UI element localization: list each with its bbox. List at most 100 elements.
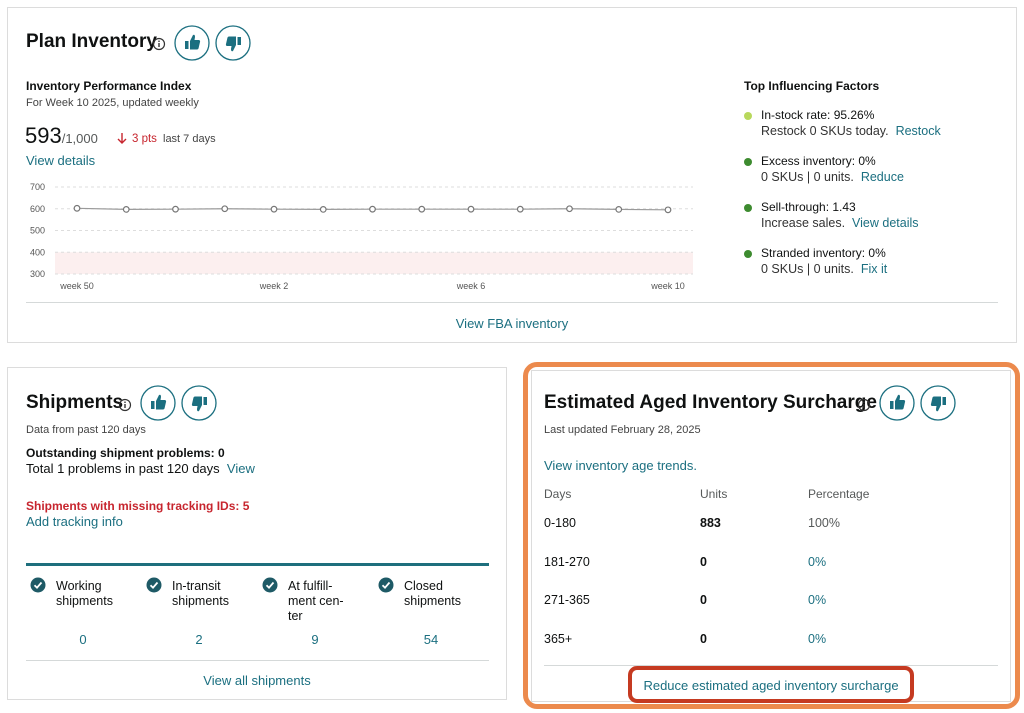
data-point — [221, 205, 229, 213]
factor-link[interactable]: View details — [852, 216, 919, 230]
shaded-range — [55, 252, 693, 274]
status-dot — [744, 158, 752, 166]
check-icon — [262, 577, 278, 593]
shipments-card — [7, 367, 507, 700]
highlight-frame — [523, 362, 1020, 709]
ipi-score: 593/1,000 — [25, 123, 98, 152]
check-icon — [146, 577, 162, 593]
problems-title: Outstanding shipment problems: 0 — [26, 446, 225, 460]
factor-link[interactable]: Reduce — [860, 170, 904, 184]
table-days: 365+ — [544, 632, 573, 647]
feedback-buttons[interactable] — [878, 384, 960, 424]
status-dot — [744, 250, 752, 258]
x-tick-label: week 50 — [59, 281, 94, 291]
factor-link[interactable]: Fix it — [860, 262, 888, 276]
y-tick-label: 700 — [30, 182, 45, 192]
thumbs-down[interactable] — [920, 385, 956, 421]
reduce-surcharge-link[interactable]: Reduce estimated aged inventory surcharg… — [643, 678, 899, 693]
table-days: 181-270 — [544, 554, 590, 569]
feedback-buttons[interactable] — [173, 24, 255, 64]
thumbs-up[interactable] — [879, 385, 915, 421]
view-fba-link[interactable]: View FBA inventory — [455, 316, 569, 331]
factor-detail: Increase sales. — [761, 216, 846, 230]
info-icon[interactable] — [118, 398, 132, 412]
status-dot — [744, 204, 752, 212]
table-units: 0 — [700, 554, 707, 569]
card-title: Plan Inventory — [26, 31, 157, 52]
y-tick-label: 500 — [30, 226, 45, 236]
view-details-link[interactable]: View details — [26, 153, 96, 168]
table-percentage[interactable]: 0% — [808, 593, 827, 608]
ipi-change: 3 pts — [132, 133, 157, 145]
add-tracking-link[interactable]: Add tracking info — [26, 514, 123, 529]
status-count[interactable]: 54 — [423, 632, 439, 647]
highlight-box — [628, 666, 914, 703]
factor-detail: Restock 0 SKUs today. — [761, 124, 889, 138]
factor-detail: 0 SKUs | 0 units. — [761, 262, 854, 276]
table-days: 271-365 — [544, 593, 590, 608]
factor-title: Sell-through: 1.43 — [761, 200, 856, 214]
factor-detail-line: 0 SKUs | 0 units. Fix it — [761, 261, 887, 277]
data-point — [418, 205, 426, 213]
table-percentage[interactable]: 0% — [808, 554, 827, 569]
data-point — [615, 206, 623, 213]
data-point — [319, 206, 327, 213]
factor-detail: 0 SKUs | 0 units. — [761, 170, 854, 184]
factor-detail-line: 0 SKUs | 0 units. Reduce — [761, 169, 904, 185]
table-units: 0 — [700, 632, 707, 647]
thumbs-down[interactable] — [215, 25, 251, 61]
ipi-change-period: last 7 days — [163, 133, 216, 145]
thumbs-up[interactable] — [140, 385, 176, 421]
status-count[interactable]: 9 — [311, 632, 319, 647]
data-point — [270, 205, 278, 213]
divider — [26, 660, 489, 661]
card-title: Estimated Aged Inventory Surcharge — [544, 392, 877, 413]
info-icon[interactable] — [857, 398, 871, 412]
factor-link[interactable]: Restock — [895, 124, 941, 138]
problems-detail: Total 1 problems in past 120 days — [26, 461, 220, 476]
trends-link[interactable]: View inventory age trends. — [544, 458, 697, 473]
problems-view-link[interactable]: View — [226, 461, 255, 476]
table-units: 0 — [700, 593, 707, 608]
factor-title: Excess inventory: 0% — [761, 154, 876, 168]
feedback-buttons[interactable] — [139, 384, 221, 424]
ipi-subtitle: For Week 10 2025, updated weekly — [26, 97, 199, 109]
status-label: At fulfill-ment cen-ter — [288, 579, 344, 623]
ipi-chart: 300 400 500 600 700 week 50 week 2 week 6 week 1… — [30, 182, 693, 291]
info-icon[interactable] — [152, 37, 166, 51]
table-header: Units — [700, 487, 728, 501]
thumbs-down[interactable] — [181, 385, 217, 421]
plan-inventory-card — [7, 7, 1017, 343]
divider — [544, 665, 998, 666]
thumbs-up[interactable] — [174, 25, 210, 61]
status-count[interactable]: 0 — [79, 632, 87, 647]
divider — [26, 302, 998, 303]
x-tick-label: week 10 — [650, 281, 685, 291]
check-icon — [378, 577, 394, 593]
status-count[interactable]: 2 — [195, 632, 203, 647]
data-point — [566, 205, 573, 213]
table-percentage[interactable]: 0% — [808, 632, 827, 647]
check-icon — [30, 577, 46, 593]
x-tick-label: week 2 — [259, 281, 289, 291]
factor-title: Stranded inventory: 0% — [761, 246, 886, 260]
score-max: /1,000 — [61, 131, 98, 146]
status-bar — [26, 563, 489, 566]
x-tick-label: week 6 — [456, 281, 486, 291]
status-label: Closed shipments — [404, 579, 461, 608]
table-days: 0-180 — [544, 516, 576, 530]
view-all-shipments-link[interactable]: View all shipments — [203, 673, 311, 688]
card-title: Shipments — [26, 392, 124, 413]
shipments-subtitle: Data from past 120 days — [26, 424, 146, 436]
table-header: Percentage — [808, 487, 870, 501]
data-point — [516, 205, 524, 213]
y-tick-label: 300 — [30, 269, 45, 279]
down-arrow — [117, 133, 127, 144]
table-units: 883 — [700, 516, 721, 530]
data-point — [122, 206, 130, 213]
missing-ids: Shipments with missing tracking IDs: 5 — [26, 499, 250, 513]
factors-title: Top Influencing Factors — [744, 79, 880, 93]
factor-detail-line: Increase sales. View details — [761, 215, 919, 231]
y-tick-label: 400 — [30, 247, 45, 257]
